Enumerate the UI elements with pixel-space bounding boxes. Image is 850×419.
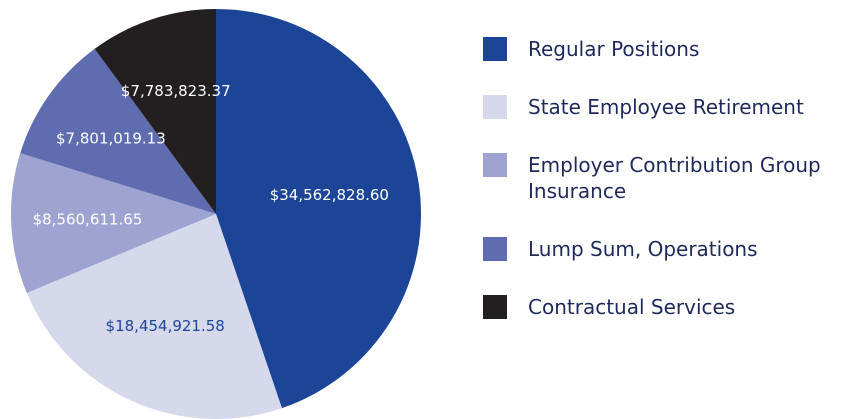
pie-slice <box>216 9 422 409</box>
pie-slice <box>94 8 216 214</box>
legend-label: Contractual Services <box>528 295 736 319</box>
data-label: $7,801,019.13 <box>56 130 166 148</box>
data-label: $7,783,823.37 <box>121 82 231 100</box>
legend-swatch <box>483 237 507 261</box>
legend-swatch <box>483 153 507 177</box>
legend-label: Regular Positions <box>528 37 700 61</box>
legend-swatch <box>483 295 507 319</box>
legend-label: Lump Sum, Operations <box>528 237 758 261</box>
chart: $34,562,828.60 $18,454,921.58 $8,560,611.6… <box>11 8 422 419</box>
legend-label: State Employee Retirement <box>528 95 804 119</box>
legend-item: Contractual Services <box>483 294 828 320</box>
legend-swatch <box>483 37 507 61</box>
data-label: $34,562,828.60 <box>270 186 389 204</box>
pie-slice <box>20 48 217 215</box>
legend-item: Employer Contribution Group Insurance <box>483 152 828 204</box>
legend-item: State Employee Retirement <box>483 94 828 120</box>
data-label: $8,560,611.65 <box>33 211 143 229</box>
legend-item: Lump Sum, Operations <box>483 236 828 262</box>
legend-swatch <box>483 95 507 119</box>
pie-slice <box>26 214 282 419</box>
legend-item: Regular Positions <box>483 36 828 62</box>
pie-slice <box>11 153 217 293</box>
legend-label: Employer Contribution Group Insurance <box>528 153 821 203</box>
data-label: $18,454,921.58 <box>106 317 225 335</box>
